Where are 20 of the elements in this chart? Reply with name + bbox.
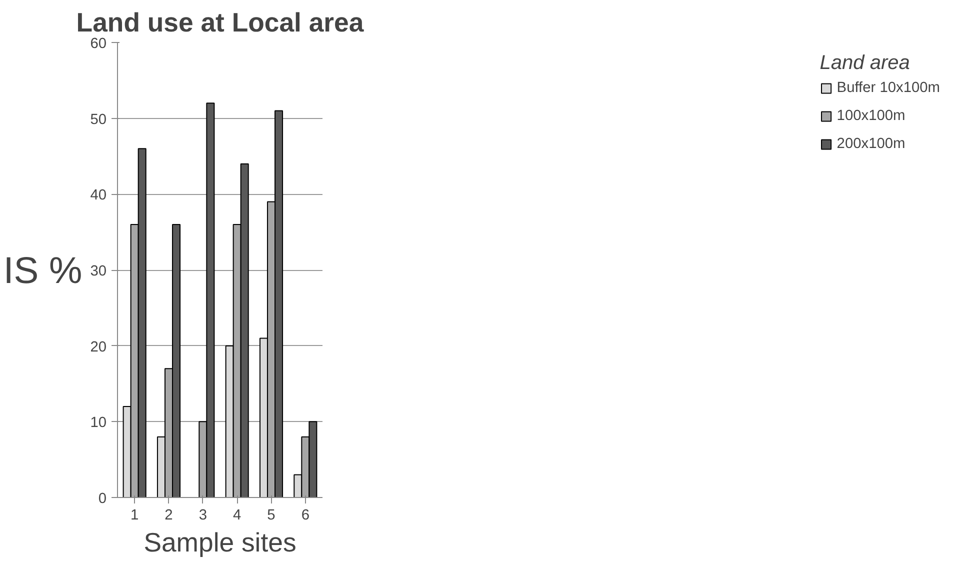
x-tick-label: 1 — [130, 508, 139, 524]
y-tick-label: 0 — [98, 491, 107, 507]
y-tick-label: 20 — [90, 339, 107, 356]
x-tick-label: 5 — [267, 508, 276, 524]
chart-title: Land use at Local area — [76, 8, 364, 38]
legend-label: Buffer 10x100m — [836, 80, 940, 96]
x-tick-label: 6 — [301, 508, 310, 524]
x-tick-label: 3 — [198, 508, 207, 524]
y-tick-label: 10 — [90, 415, 107, 432]
x-axis-title: Sample sites — [144, 528, 296, 558]
y-tick-label: 30 — [90, 264, 107, 280]
legend-title: Land area — [820, 52, 911, 75]
y-tick-label: 60 — [90, 36, 107, 52]
y-tick-label: 50 — [90, 112, 107, 128]
y-tick-label: 40 — [90, 188, 107, 204]
legend-label: 100x100m — [836, 108, 906, 124]
y-axis-title: IS % — [3, 249, 82, 291]
x-tick-label: 4 — [233, 508, 242, 524]
x-tick-label: 2 — [164, 508, 173, 524]
legend-label: 200x100m — [836, 136, 906, 152]
